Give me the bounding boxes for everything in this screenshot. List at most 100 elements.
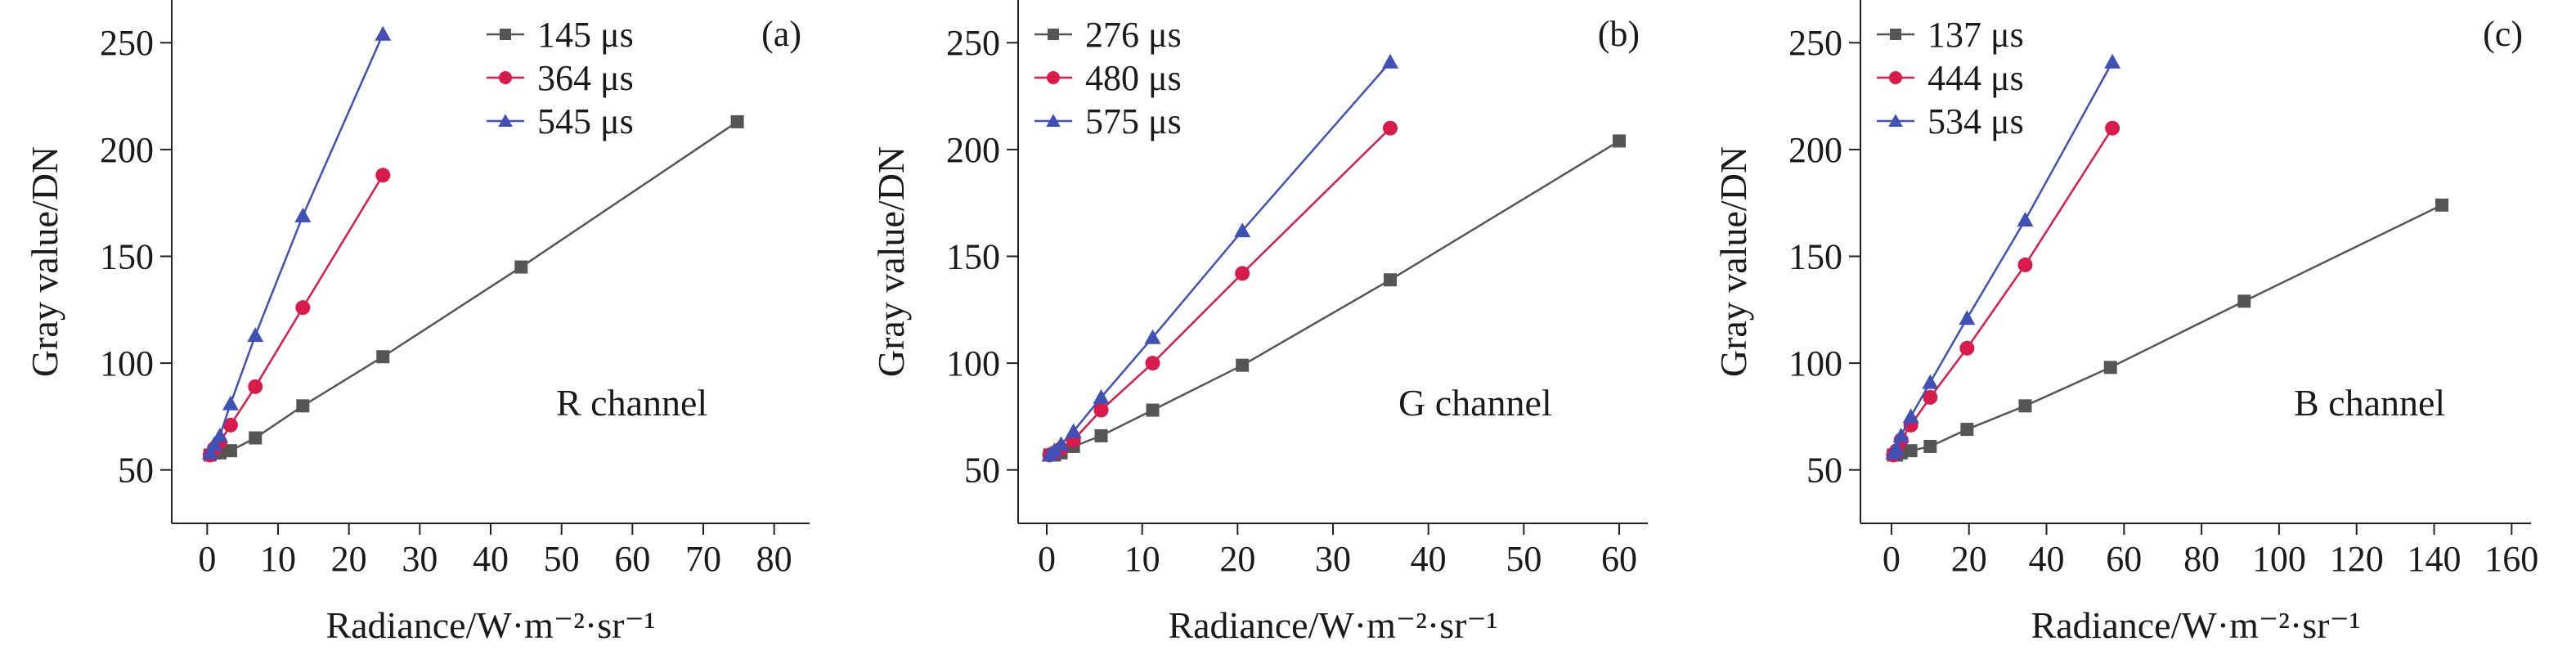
data-point (296, 399, 310, 413)
x-tick-label: 10 (260, 539, 296, 579)
legend-marker (499, 71, 512, 84)
legend-marker (1888, 114, 1903, 127)
x-tick-label: 20 (331, 539, 367, 579)
x-tick-label: 40 (1411, 539, 1447, 579)
data-point (730, 114, 744, 128)
data-point (1959, 340, 1975, 356)
x-tick-label: 10 (1124, 539, 1160, 579)
x-tick-label: 20 (1219, 539, 1255, 579)
data-point (376, 350, 390, 364)
series-line (1892, 128, 2114, 456)
panel-b: 0 10 20 30 40 50 60 50 100 150 200 250 Radiance/W·m⁻… (870, 0, 1648, 646)
y-tick-label: 250 (100, 23, 154, 63)
panel-label: (a) (761, 14, 801, 54)
legend-entry: 575 μs (1034, 101, 1182, 141)
x-tick-label: 120 (2330, 539, 2384, 579)
legend-label: 137 μs (1928, 15, 2024, 55)
legend-marker (1889, 71, 1902, 84)
y-tick-label: 100 (946, 343, 1000, 384)
panel-a: 0 10 20 30 40 50 60 70 80 50 100 150 200 250 Radiance/… (24, 0, 810, 646)
series-2 (1885, 53, 2121, 460)
data-point (2435, 198, 2448, 212)
data-point (1902, 408, 1919, 424)
data-point (375, 168, 391, 183)
legend-entry: 276 μs (1034, 15, 1182, 55)
x-tick-label: 160 (2484, 539, 2538, 579)
series-1 (202, 168, 391, 463)
y-tick-label: 200 (946, 130, 1000, 170)
y-axis-title: Gray value/DN (1712, 146, 1754, 377)
x-tick-label: 140 (2408, 539, 2462, 579)
x-tick-label: 0 (198, 539, 216, 579)
data-point (2017, 212, 2034, 227)
legend-marker (498, 114, 513, 127)
x-tick-label: 50 (1506, 539, 1542, 579)
x-tick-label: 0 (1883, 539, 1901, 579)
series-line (209, 174, 384, 456)
legend-label: 145 μs (537, 15, 634, 55)
x-axis-title: Radiance/W·m⁻²·sr⁻¹ (325, 604, 655, 646)
legend-label: 575 μs (1085, 101, 1182, 141)
panel-c: 0 20 40 60 80 100 120 140 160 50 100 150 200 250 Radia… (1712, 0, 2538, 646)
x-tick-label: 20 (1951, 539, 1987, 579)
data-point (2017, 257, 2033, 272)
series-2 (201, 25, 392, 460)
data-point (222, 417, 238, 433)
data-point (223, 444, 237, 458)
x-axis-title: Radiance/W·m⁻²·sr⁻¹ (1168, 604, 1497, 646)
y-tick-label: 250 (946, 23, 1000, 63)
y-tick-label: 200 (1788, 130, 1842, 170)
x-tick-label: 30 (1315, 539, 1351, 579)
legend-marker (1890, 29, 1901, 40)
legend-label: 364 μs (537, 58, 634, 98)
y-tick-label: 50 (964, 451, 1000, 491)
data-point (2237, 294, 2251, 308)
legend-label: 444 μs (1928, 58, 2024, 98)
legend-marker (500, 29, 511, 40)
data-point (294, 207, 312, 222)
x-tick-label: 70 (685, 539, 721, 579)
data-point (1146, 403, 1160, 417)
x-tick-label: 60 (1601, 539, 1637, 579)
data-point (1959, 310, 1976, 325)
data-point (1065, 423, 1082, 438)
channel-annotation: B channel (2294, 382, 2445, 424)
y-axis-title: Gray value/DN (870, 146, 912, 377)
data-point (206, 436, 222, 451)
data-point (1960, 423, 1974, 437)
x-tick-label: 30 (402, 539, 438, 579)
x-tick-label: 60 (2106, 539, 2142, 579)
x-tick-label: 0 (1038, 539, 1056, 579)
data-point (1093, 402, 1109, 418)
legend-entry: 480 μs (1034, 58, 1182, 98)
data-point (201, 444, 218, 460)
data-point (1384, 273, 1397, 287)
x-tick-label: 100 (2252, 539, 2306, 579)
legend-entry: 444 μs (1877, 58, 2024, 98)
channel-annotation: R channel (556, 382, 707, 424)
channel-annotation: G channel (1398, 382, 1552, 424)
data-point (2103, 361, 2117, 375)
series-2 (1041, 53, 1398, 462)
y-tick-label: 100 (100, 343, 154, 384)
legend-entry: 534 μs (1877, 101, 2024, 141)
data-point (211, 427, 228, 442)
data-point (514, 260, 528, 274)
data-point (1093, 388, 1110, 404)
data-point (1922, 374, 1939, 389)
legend-marker (1046, 114, 1061, 127)
legend-entry: 364 μs (487, 58, 634, 98)
series-1 (1042, 120, 1398, 463)
legend-label: 545 μs (537, 101, 634, 141)
data-point (1144, 329, 1161, 344)
data-point (1236, 358, 1250, 372)
legend-label: 480 μs (1085, 58, 1182, 98)
y-tick-label: 100 (1788, 343, 1842, 384)
data-point (1923, 439, 1937, 453)
legend-marker (1047, 71, 1060, 84)
y-tick-label: 150 (946, 236, 1000, 276)
panel-label: (c) (2483, 14, 2523, 54)
x-tick-label: 80 (2183, 539, 2219, 579)
x-tick-label: 60 (614, 539, 650, 579)
data-point (1382, 53, 1398, 69)
